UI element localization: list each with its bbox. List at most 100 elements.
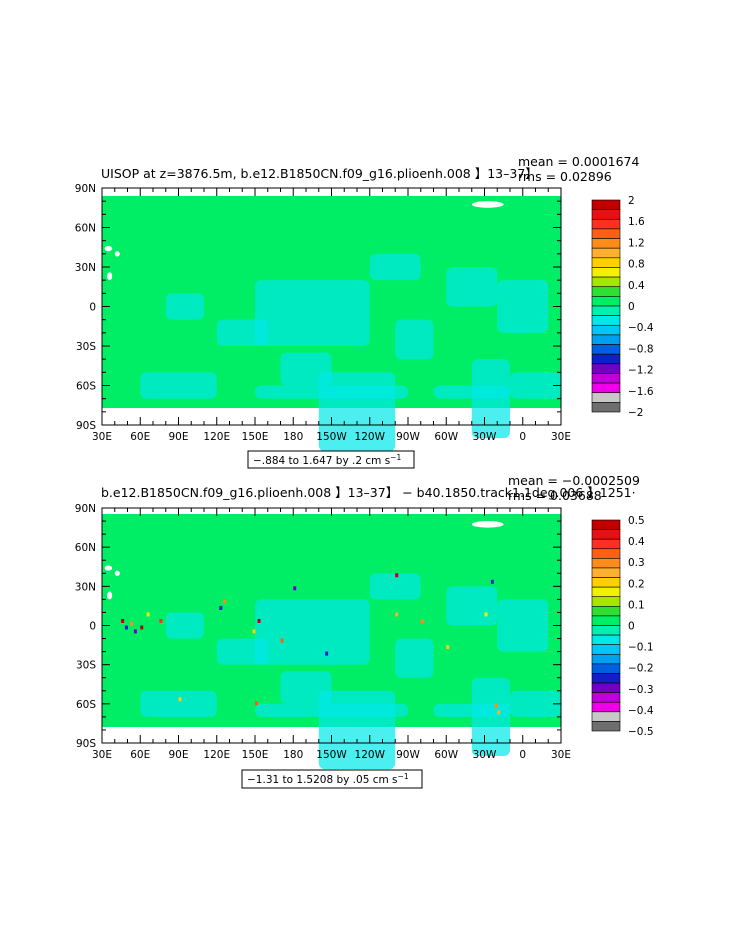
panel-1-x-tick-6: 150W (316, 431, 347, 443)
panel-2-range-label: −1.31 to 1.5208 by .05 cm s−1 (247, 772, 409, 786)
panel-2-colorbar-label-6: −0.1 (628, 642, 654, 654)
panel-2-x-tick-11: 0 (519, 749, 526, 761)
panel-2-patch-11 (510, 690, 561, 717)
panel-2-colorbar-swatch-4 (591, 558, 621, 569)
panel-2-y-tick-labels: 90N 60N 30N 0 30S 60S 90S (75, 503, 97, 750)
panel-2-patch-10 (165, 612, 204, 639)
panel-2-colorbar-label-4: 0.1 (628, 599, 645, 611)
panel-2-x-tick-1: 60E (130, 749, 150, 761)
panel-2-colorbar-label-7: −0.2 (628, 663, 654, 675)
panel-1-colorbar-label-3: 0.8 (628, 259, 645, 271)
panel-1-colorbar-swatch-4 (591, 238, 621, 249)
panel-2-patch-0 (255, 599, 370, 665)
panel-1-colorbar-swatch-14 (591, 334, 621, 345)
panel-2-map: 30E 60E 90E 120E 150E 180 150W 120W 90W 60W 30W 0 30… (75, 503, 571, 770)
panel-1-patch-12 (280, 352, 332, 386)
panel-2-anomaly-spots (121, 573, 501, 715)
panel-1-patch-11 (510, 372, 561, 399)
panel-2-y-tick-3: 0 (89, 621, 96, 633)
panel-2-colorbar-swatch-18 (591, 692, 621, 703)
panel-2-spot-6 (159, 618, 163, 623)
panel-1-land-gap-2 (114, 251, 120, 257)
panel-2-land-gaps (104, 521, 504, 600)
panel-2-colorbar-swatch-21 (591, 721, 621, 732)
panel-1-negative-anomaly-patches (140, 253, 561, 452)
panel-1-y-tick-6: 90S (76, 420, 96, 432)
panel-1-y-tick-4: 30S (76, 341, 96, 353)
panel-2-x-tick-labels: 30E 60E 90E 120E 150E 180 150W 120W 90W 60W 30W 0 30… (92, 749, 571, 761)
panel-1-colorbar-swatch-11 (591, 305, 621, 316)
panel-1-colorbar-label-1: 1.6 (628, 216, 645, 228)
panel-1-patch-9 (395, 319, 434, 360)
panel-2-spot-13 (395, 612, 399, 617)
panel-2-y-tick-0: 90N (75, 503, 96, 515)
panel-2-range-box: −1.31 to 1.5208 by .05 cm s−1 (241, 769, 423, 789)
panel-1-colorbar-swatch-5 (591, 247, 621, 259)
panel-1-colorbar-swatch-17 (591, 363, 621, 374)
panel-1-x-tick-10: 30W (473, 431, 497, 443)
panel-2-colorbar-label-9: −0.4 (628, 705, 654, 717)
panel-2-colorbar-label-5: 0 (628, 621, 635, 633)
panel-1-frame (101, 187, 562, 426)
panel-1-colorbar-swatch-10 (591, 296, 621, 307)
panel-2-colorbar: 0.5 0.4 0.3 0.2 0.1 0 −0.1 −0.2 −0.3 −0.4 −0.5 (591, 515, 654, 738)
panel-2-colorbar-swatch-15 (591, 663, 621, 674)
panel-2-x-tick-0: 30E (92, 749, 112, 761)
panel-1-colorbar-label-7: −0.8 (628, 343, 654, 355)
panel-1-x-tick-8: 90W (396, 431, 420, 443)
panel-1-y-tick-3: 0 (89, 302, 96, 314)
panel-1-colorbar-label-4: 0.4 (628, 280, 645, 292)
panel-2-y-tick-6: 90S (76, 738, 96, 750)
panel-1-x-tick-7: 120W (355, 431, 386, 443)
panel-2-colorbar-swatch-5 (591, 567, 621, 578)
panel-1-map: 30E 60E 90E 120E 150E 180 150W 120W 90W 60W 30W 0 30… (75, 183, 571, 452)
panel-2-colorbar-swatch-16 (591, 673, 621, 684)
panel-1-colorbar-swatch-8 (591, 276, 621, 288)
panel-2-spot-1 (124, 625, 128, 630)
panel-2-colorbar-swatch-11 (591, 625, 621, 636)
panel-1-x-tick-2: 90E (169, 431, 189, 443)
panel-2-colorbar-swatch-14 (591, 653, 621, 665)
panel-2-colorbar-swatch-17 (591, 682, 621, 693)
panel-2-land-gap-1 (104, 565, 113, 571)
panel-2-spot-11 (280, 638, 284, 643)
panel-1-colorbar-swatch-16 (591, 353, 621, 365)
panel-1-colorbar-swatch-9 (591, 286, 621, 297)
panel-2-colorbar-label-0: 0.5 (628, 515, 645, 527)
panel-2-frame (101, 507, 562, 744)
panel-2-colorbar-swatch-20 (591, 711, 621, 722)
panel-2-spot-19 (497, 710, 501, 715)
panel-2-spot-10 (257, 618, 261, 623)
panel-2-spot-20 (178, 697, 182, 702)
panel-1-y-tick-0: 90N (75, 183, 96, 195)
panel-2-colorbar-swatch-10 (591, 615, 621, 626)
panel-1-colorbar-swatch-7 (591, 267, 621, 278)
panel-2-spot-0 (121, 618, 125, 623)
panel-2-colorbar-label-10: −0.5 (628, 726, 654, 738)
panel-2-land-gap-2 (114, 570, 120, 576)
panel-1-mean: mean = 0.0001674 (518, 154, 640, 169)
panel-1-colorbar-label-2: 1.2 (628, 237, 645, 249)
panel-1-range-box: −.884 to 1.647 by .2 cm s−1 (247, 450, 415, 469)
panel-1-y-tick-2: 30N (75, 262, 96, 274)
panel-1-colorbar-swatch-15 (591, 344, 621, 355)
panel-1-rms: rms = 0.02896 (518, 169, 612, 184)
panel-2-y-tick-4: 30S (76, 660, 96, 672)
panel-1-patch-4 (369, 253, 421, 281)
panel-2-spot-18 (494, 703, 498, 708)
panel-2-colorbar-swatch-2 (591, 538, 621, 550)
panel-1-x-tick-9: 60W (434, 431, 458, 443)
panel-1-x-tick-12: 30E (551, 431, 571, 443)
panel-2-x-tick-10: 30W (473, 749, 497, 761)
panel-2-colorbar-swatch-9 (591, 606, 621, 617)
panel-1-colorbar: 2 1.6 1.2 0.8 0.4 0 −0.4 −0.8 −1.2 −1.6 −2 (591, 195, 654, 419)
panel-2-mean: mean = −0.0002509 (508, 473, 640, 488)
panel-2-spot-7 (219, 605, 223, 610)
panel-2-colorbar-swatch-7 (591, 586, 621, 598)
panel-1-colorbar-swatch-3 (591, 228, 621, 239)
panel-2-spot-5 (146, 612, 150, 617)
panel-2-colorbar-swatch-12 (591, 634, 621, 645)
panel-2-x-tick-8: 90W (396, 749, 420, 761)
panel-2: b.e12.B1850CN.f09_g16.plioenh.008 】13–37… (75, 473, 654, 789)
panel-2-x-tick-6: 150W (316, 749, 347, 761)
